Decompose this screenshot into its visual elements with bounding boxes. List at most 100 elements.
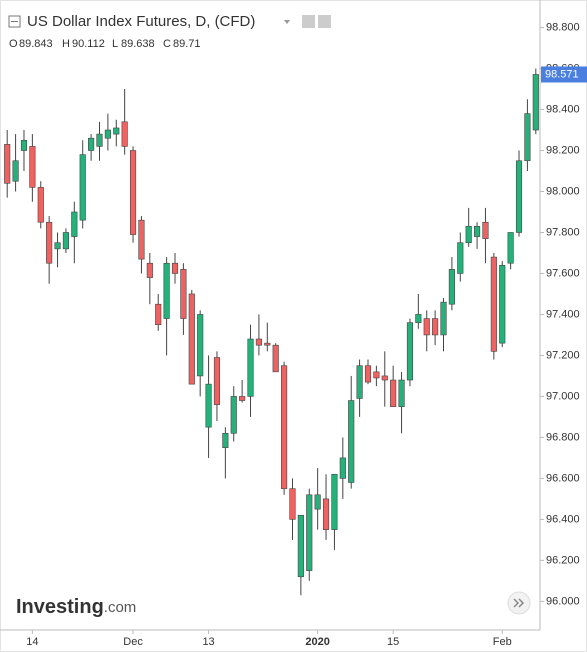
candle-body (121, 121, 128, 147)
candle-body (364, 365, 372, 383)
logo-suffix: .com (104, 599, 137, 616)
settings-icon[interactable] (302, 15, 315, 28)
candle-body (432, 318, 439, 336)
candle-body (46, 221, 53, 264)
candle-body (356, 365, 363, 399)
candle-body (339, 457, 346, 479)
candle-body (113, 127, 120, 135)
y-tick-label: 97.000 (546, 390, 580, 402)
candle-body (306, 494, 313, 571)
candle-body (88, 137, 95, 151)
candle-body (264, 342, 271, 346)
y-tick-label: 98.400 (546, 103, 580, 115)
candle-body (465, 226, 472, 244)
ohlc-value: 89.843 (19, 38, 53, 50)
ohlc-key: O (9, 38, 18, 50)
candle-body (230, 396, 237, 434)
candle-body (213, 357, 221, 405)
candle-body (322, 498, 330, 530)
candle-body (146, 262, 153, 278)
last-price-label: 98.571 (545, 68, 579, 80)
chart-title: US Dollar Index Futures, D, (CFD) (27, 13, 255, 30)
y-tick-label: 96.000 (546, 595, 580, 607)
y-tick-label: 97.800 (546, 226, 580, 238)
candle-body (138, 219, 145, 260)
candle-body (129, 150, 137, 235)
candle-body (381, 375, 388, 381)
y-tick-label: 96.200 (546, 554, 580, 566)
candle-body (314, 494, 321, 510)
candle-body (272, 344, 279, 373)
candle-body (155, 303, 162, 325)
y-tick-label: 96.400 (546, 513, 580, 525)
candle-body (440, 301, 447, 336)
candle-body (255, 338, 262, 346)
ohlc-key: L (112, 38, 118, 50)
candle-body (12, 160, 19, 182)
y-tick-label: 97.200 (546, 349, 580, 361)
candle-body (331, 473, 338, 530)
candle-body (423, 318, 430, 336)
x-tick-label: Feb (493, 636, 512, 648)
ohlc-key: C (163, 38, 171, 50)
candle-body (482, 221, 489, 239)
candle-body (104, 129, 111, 139)
y-tick-label: 96.600 (546, 472, 580, 484)
collapse-icon[interactable] (8, 15, 21, 28)
x-tick-label: 13 (202, 636, 214, 648)
candle-body (490, 256, 497, 352)
y-tick-label: 98.800 (546, 21, 580, 33)
candle-body (62, 232, 69, 250)
candle-body (474, 226, 481, 237)
candle-body (398, 379, 405, 407)
candle-body (54, 242, 61, 250)
candle-body (390, 379, 397, 407)
candle-body (205, 383, 212, 428)
candle-body (4, 144, 11, 184)
candle-body (188, 293, 195, 385)
ohlc-legend: O 89.843 H 90.112 L 89.638 C 89.71 (9, 38, 201, 50)
candle-body (71, 211, 78, 237)
candle-body (239, 396, 246, 401)
ohlc-value: 89.71 (173, 38, 201, 50)
x-tick-label: 2020 (305, 636, 329, 648)
candle-body (448, 269, 455, 305)
last-price-box (541, 66, 587, 83)
candle-body (415, 314, 422, 323)
dropdown-icon[interactable] (284, 20, 290, 24)
candle-body (247, 338, 254, 397)
candle-body (348, 400, 355, 483)
candle-body (524, 113, 531, 162)
candle-body (222, 433, 229, 448)
candle-body (507, 232, 514, 264)
candle-body (406, 322, 414, 381)
candle-body (499, 264, 506, 344)
candle-body (457, 242, 464, 274)
candle-body (297, 514, 304, 578)
ohlc-key: H (62, 38, 70, 50)
candle-body (281, 365, 288, 489)
y-tick-label: 98.200 (546, 144, 580, 156)
ohlc-value: 89.638 (121, 38, 155, 50)
x-tick-label: 15 (387, 636, 399, 648)
logo: Investing.com (16, 596, 136, 618)
candle-body (37, 187, 44, 223)
y-tick-label: 96.800 (546, 431, 580, 443)
scroll-icon (513, 598, 525, 608)
candle-body (20, 139, 28, 151)
y-tick-label: 97.600 (546, 267, 580, 279)
candle-body (163, 262, 170, 319)
candle-body (171, 262, 179, 274)
candle-body (197, 314, 204, 377)
candle-body (180, 269, 187, 319)
gear-icon[interactable] (318, 15, 331, 28)
candle-body (29, 146, 36, 188)
y-tick-label: 97.400 (546, 308, 580, 320)
candle-body (373, 371, 380, 379)
candle-body (79, 154, 86, 221)
x-tick-label: 14 (26, 636, 38, 648)
candle-body (515, 160, 523, 233)
ohlc-value: 90.112 (72, 38, 105, 50)
